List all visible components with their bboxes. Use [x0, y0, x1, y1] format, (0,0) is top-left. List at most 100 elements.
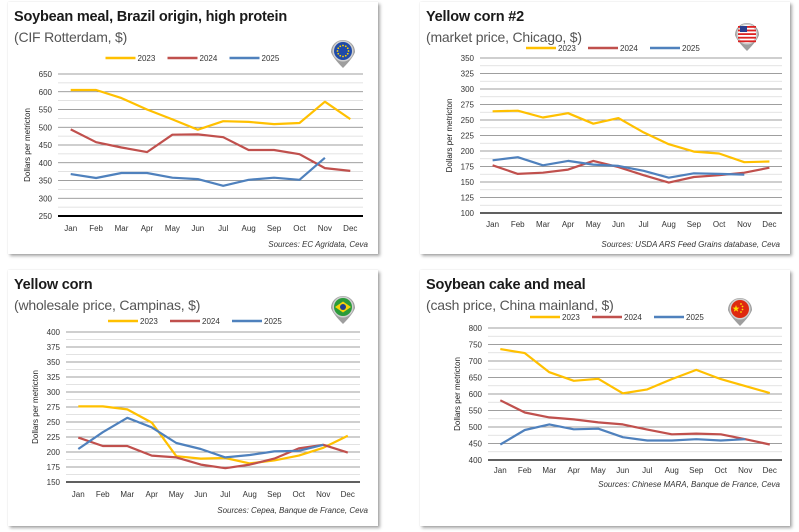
legend-label-2024: 2024: [624, 313, 642, 322]
x-tick-label: Apr: [141, 224, 154, 233]
us-flag-pin-icon: [735, 23, 759, 51]
legend-label-2024: 2024: [620, 44, 638, 53]
y-axis-label: Dollars per metricton: [453, 357, 462, 431]
flag: [334, 298, 352, 316]
y-tick-label: 375: [47, 343, 61, 352]
legend-label-2023: 2023: [140, 317, 158, 326]
chart-title: Yellow corn #2: [426, 9, 524, 25]
legend-label-2023: 2023: [562, 313, 580, 322]
series-line-2023: [492, 109, 770, 164]
x-tick-label: Apr: [568, 466, 581, 475]
y-axis-label: Dollars per metricton: [31, 370, 40, 444]
y-tick-label: 275: [461, 101, 475, 110]
x-tick-label: Dec: [763, 466, 777, 475]
chart-title: Soybean meal, Brazil origin, high protei…: [14, 9, 287, 25]
flag-star: [336, 50, 339, 52]
chart-source: Sources: USDA ARS Feed Grains database, …: [601, 240, 780, 249]
x-tick-label: Nov: [737, 220, 751, 229]
flag-star: [741, 308, 744, 311]
y-tick-label: 250: [461, 116, 475, 125]
flag-star: [339, 45, 342, 48]
x-tick-label: Aug: [242, 224, 256, 233]
flag: [738, 25, 756, 43]
flag-stripe: [738, 36, 756, 39]
x-tick-label: Mar: [115, 224, 129, 233]
x-tick-label: Dec: [341, 490, 355, 499]
chart-subtitle: (CIF Rotterdam, $): [14, 29, 128, 45]
y-tick-label: 700: [469, 357, 483, 366]
flag-globe: [340, 304, 346, 310]
x-tick-label: Mar: [542, 466, 556, 475]
y-tick-label: 350: [39, 177, 53, 186]
y-tick-label: 400: [469, 456, 483, 465]
y-tick-label: 550: [39, 106, 53, 115]
flag-star: [344, 45, 347, 48]
y-tick-label: 225: [47, 433, 61, 442]
series-line-2024: [77, 436, 349, 470]
chart-source: Sources: EC Agridata, Ceva: [268, 240, 368, 249]
series-line-2023: [500, 348, 771, 395]
y-tick-label: 600: [469, 390, 483, 399]
y-axis-label: Dollars per metricton: [445, 99, 454, 173]
chart-source: Sources: Cepea, Banque de France, Ceva: [217, 506, 368, 515]
flag-star: [740, 311, 742, 313]
chart-subtitle: (wholesale price, Campinas, $): [14, 297, 201, 313]
y-tick-label: 400: [39, 159, 53, 168]
x-tick-label: Sep: [267, 490, 282, 499]
y-tick-label: 750: [469, 341, 483, 350]
x-tick-label: Jan: [494, 466, 507, 475]
series-line-2024: [70, 128, 351, 172]
series-line-2024: [492, 159, 770, 184]
x-tick-label: Feb: [96, 490, 110, 499]
legend-label-2024: 2024: [200, 54, 218, 63]
x-tick-label: May: [169, 490, 184, 499]
flag-star: [346, 52, 349, 55]
y-tick-label: 300: [39, 194, 53, 203]
flag-field: [334, 42, 352, 60]
legend-label-2024: 2024: [202, 317, 220, 326]
series-line-2024: [499, 399, 771, 446]
y-tick-label: 500: [469, 423, 483, 432]
x-tick-label: Oct: [293, 224, 306, 233]
y-tick-label: 350: [461, 54, 475, 63]
y-tick-label: 275: [47, 403, 61, 412]
x-tick-label: Nov: [316, 490, 330, 499]
flag-star: [732, 305, 740, 312]
chart-panel-yellow-corn-brazil: Yellow corn (wholesale price, Campinas, …: [8, 270, 378, 526]
x-tick-label: Mar: [120, 490, 134, 499]
x-tick-label: Jun: [616, 466, 629, 475]
legend-label-2025: 2025: [264, 317, 282, 326]
x-tick-label: May: [591, 466, 606, 475]
y-tick-label: 350: [47, 358, 61, 367]
chart-panel-yellow-corn-us: Yellow corn #2 (market price, Chicago, $…: [420, 2, 790, 254]
y-tick-label: 400: [47, 328, 61, 337]
flag-star: [344, 54, 347, 57]
flag-stripe: [738, 40, 756, 43]
x-tick-label: Dec: [762, 220, 776, 229]
flag-canton: [740, 26, 747, 32]
chart-panel-soybean-cake-china: Soybean cake and meal (cash price, China…: [420, 270, 790, 526]
x-tick-label: Aug: [243, 490, 257, 499]
flag-star: [342, 44, 344, 47]
y-tick-label: 325: [461, 70, 475, 79]
chart-panel-soybean-meal-eu: Soybean meal, Brazil origin, high protei…: [8, 2, 378, 254]
x-tick-label: Jul: [642, 466, 652, 475]
legend-label-2023: 2023: [138, 54, 156, 63]
x-tick-label: Oct: [293, 490, 306, 499]
x-tick-label: Jul: [218, 224, 228, 233]
y-tick-label: 175: [47, 463, 61, 472]
y-tick-label: 450: [39, 141, 53, 150]
y-tick-label: 175: [461, 163, 475, 172]
legend-label-2025: 2025: [686, 313, 704, 322]
flag-star: [347, 50, 350, 52]
series-line-2023: [70, 88, 351, 131]
x-tick-label: Apr: [146, 490, 159, 499]
x-tick-label: Feb: [89, 224, 103, 233]
y-tick-label: 650: [39, 70, 53, 79]
flag: [731, 300, 749, 318]
x-tick-label: Apr: [562, 220, 575, 229]
x-tick-label: Jul: [638, 220, 648, 229]
x-tick-label: May: [586, 220, 601, 229]
x-tick-label: Feb: [518, 466, 532, 475]
flag-field: [731, 300, 749, 318]
